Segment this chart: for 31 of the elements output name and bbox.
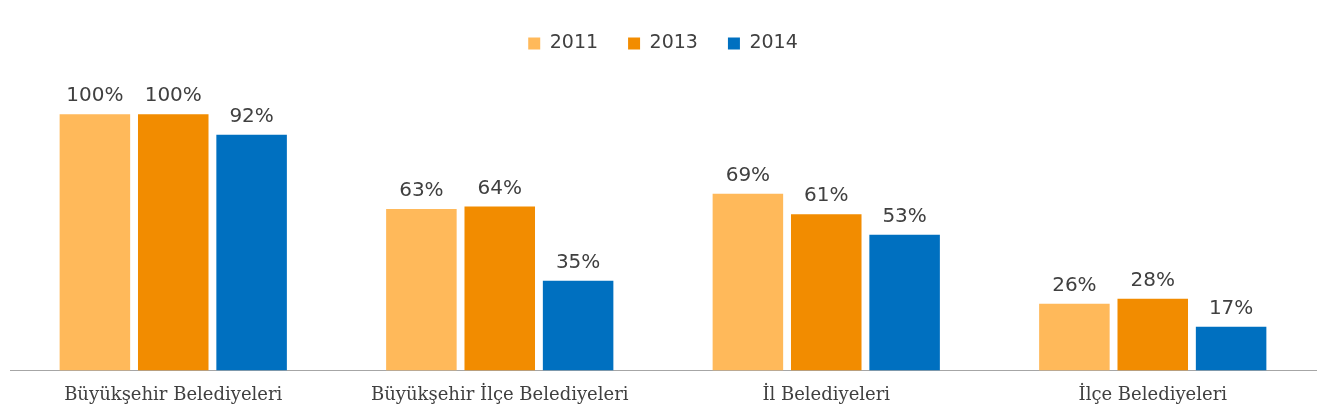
data-label: 64% — [477, 174, 522, 199]
data-label: 53% — [882, 202, 927, 227]
data-label: 69% — [725, 161, 771, 186]
bar — [1039, 303, 1110, 371]
legend-label: 2013 — [649, 30, 698, 53]
bar — [869, 234, 940, 371]
data-label: 35% — [555, 248, 601, 273]
bar — [464, 206, 536, 371]
bar — [59, 114, 131, 371]
data-label: 92% — [229, 102, 274, 127]
data-label: 28% — [1130, 266, 1175, 291]
legend-label: 2011 — [549, 30, 599, 53]
bar — [137, 114, 209, 371]
data-label: 61% — [804, 182, 849, 207]
x-tick-label: Büyükşehir Belediyeleri — [64, 382, 283, 404]
data-label: 26% — [1052, 272, 1097, 296]
data-label: 100% — [144, 82, 202, 107]
bar — [386, 209, 457, 371]
data-label: 17% — [1208, 295, 1254, 320]
bar — [1195, 326, 1267, 371]
x-tick-label: İl Belediyeleri — [762, 381, 891, 404]
data-label: 63% — [399, 177, 444, 202]
bar — [216, 134, 287, 371]
legend-label: 2014 — [749, 30, 798, 53]
bar — [542, 280, 614, 371]
bar — [790, 214, 862, 371]
data-label: 100% — [66, 82, 124, 107]
bar — [1117, 298, 1189, 371]
x-tick-label: Büyükşehir İlçe Belediyeleri — [370, 381, 629, 404]
bar — [712, 193, 784, 371]
x-tick-label: İlçe Belediyeleri — [1078, 381, 1228, 404]
